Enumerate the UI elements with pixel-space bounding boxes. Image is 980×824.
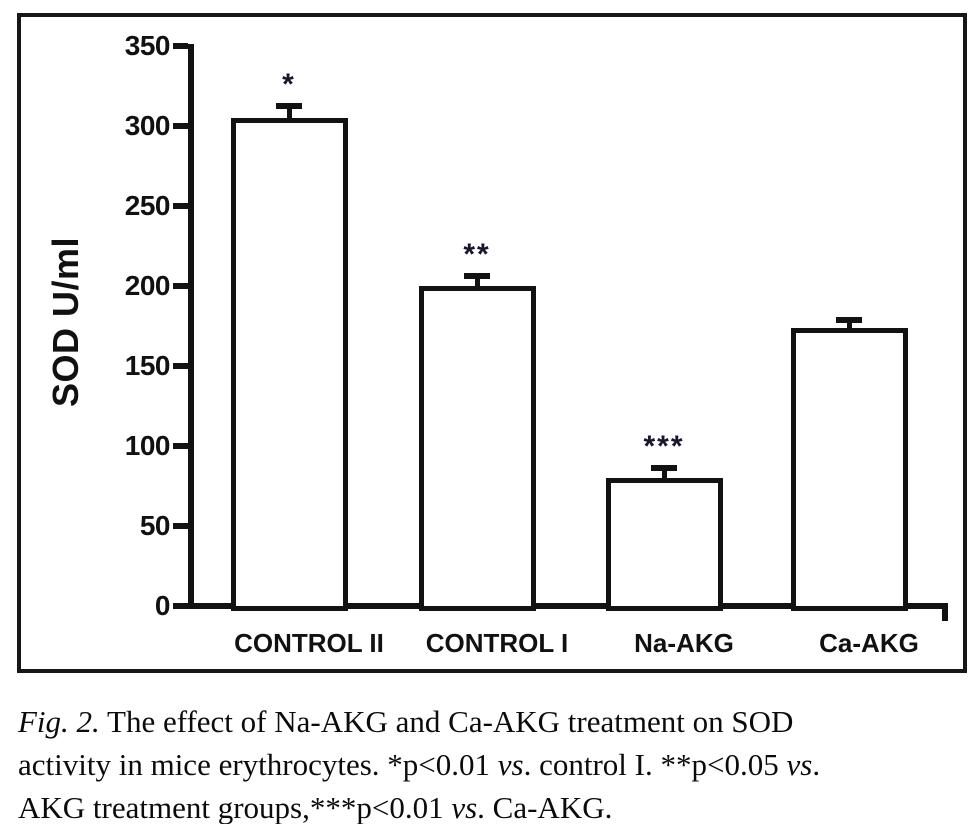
significance-annotation: ** — [463, 238, 491, 272]
y-tick — [173, 443, 188, 449]
x-axis-end-tick — [942, 603, 948, 621]
x-category-label: CONTROL II — [234, 628, 384, 658]
caption-text-segment: . control I. **p<0.05 — [523, 747, 787, 782]
x-axis-line — [188, 603, 948, 609]
bar — [606, 478, 723, 611]
error-bar-stem — [847, 320, 852, 328]
y-tick-label: 50 — [139, 510, 171, 541]
y-tick-label: 250 — [124, 190, 171, 221]
caption-line: AKG treatment groups,***p<0.01 vs. Ca-AK… — [18, 786, 970, 824]
error-bar-cap — [464, 273, 490, 280]
y-tick-label: 150 — [124, 350, 171, 381]
caption-text-segment: activity in mice erythrocytes. *p<0.01 — [18, 747, 498, 782]
bar — [791, 327, 908, 611]
figure-caption: Fig. 2. The effect of Na-AKG and Ca-AKG … — [18, 700, 970, 824]
y-tick — [173, 603, 188, 609]
x-category-label: Na-AKG — [634, 628, 734, 658]
y-axis-line — [188, 44, 194, 609]
y-tick-label: 350 — [124, 30, 171, 61]
caption-text-segment: . — [812, 747, 821, 782]
bar — [231, 118, 348, 611]
y-tick-label: 300 — [124, 110, 171, 141]
error-bar-cap — [276, 103, 302, 109]
caption-italic-segment: vs — [497, 747, 524, 782]
caption-italic-segment: vs — [451, 790, 478, 824]
y-tick — [173, 363, 188, 369]
error-bar-stem — [475, 276, 480, 286]
y-tick — [173, 283, 188, 289]
significance-annotation: * — [282, 68, 296, 101]
caption-italic-segment: vs — [786, 747, 813, 782]
y-tick-label: 0 — [154, 590, 171, 621]
y-tick — [173, 43, 188, 49]
x-category-label: CONTROL I — [425, 628, 569, 658]
error-bar-stem — [287, 106, 292, 118]
significance-annotation: *** — [643, 430, 685, 464]
y-tick — [173, 123, 188, 129]
error-bar-cap — [836, 317, 862, 324]
caption-line: Fig. 2. The effect of Na-AKG and Ca-AKG … — [18, 700, 970, 743]
caption-text-segment: . Ca-AKG. — [477, 790, 613, 824]
caption-text-segment: AKG treatment groups,***p<0.01 — [18, 790, 452, 824]
caption-italic-segment: Fig. 2. — [18, 704, 100, 739]
y-tick — [173, 523, 188, 529]
caption-text-segment: The effect of Na-AKG and Ca-AKG treatmen… — [99, 704, 794, 739]
y-tick — [173, 203, 188, 209]
x-category-label: Ca-AKG — [819, 628, 919, 658]
y-tick-label: 200 — [124, 270, 171, 301]
y-tick-label: 100 — [124, 430, 171, 461]
error-bar-cap — [651, 465, 677, 472]
bar — [419, 286, 536, 611]
caption-line: activity in mice erythrocytes. *p<0.01 v… — [18, 743, 970, 786]
error-bar-stem — [662, 468, 667, 478]
